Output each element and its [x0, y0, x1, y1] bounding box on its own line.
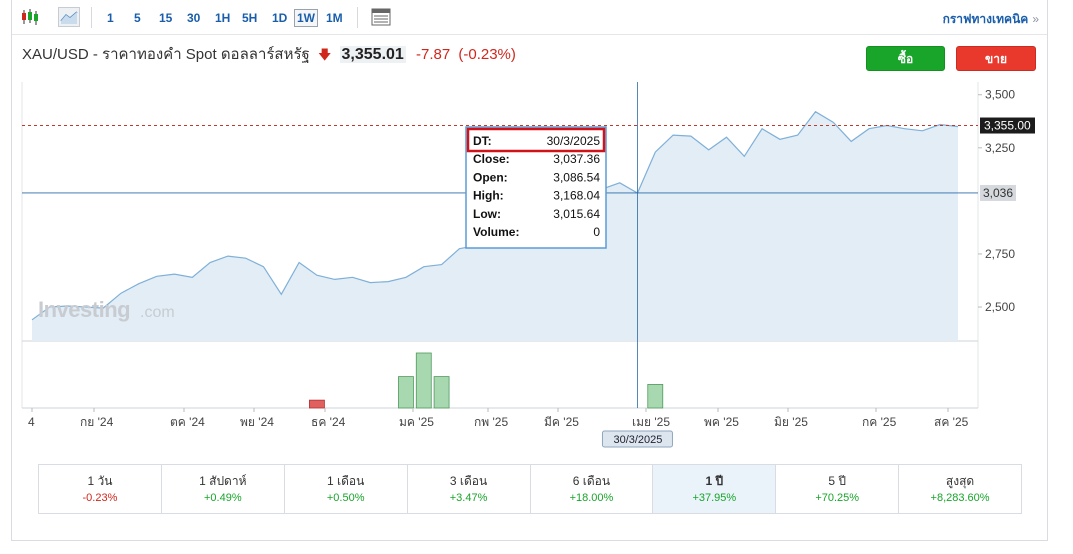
- tooltip-label: DT:: [473, 134, 492, 148]
- performance-period-change: +0.50%: [326, 491, 365, 504]
- performance-period-5[interactable]: 1 ปี +37.95%: [653, 465, 777, 513]
- x-tick-label: มีค '25: [544, 415, 579, 429]
- timeframe-1min[interactable]: 1: [107, 11, 114, 25]
- tooltip-highlight-box: [466, 127, 606, 153]
- performance-period-label: สูงสุด: [945, 473, 975, 488]
- performance-period-4[interactable]: 6 เดือน +18.00%: [531, 465, 654, 513]
- performance-period-change: +3.47%: [449, 491, 488, 504]
- technical-chart-link-label: กราฟทางเทคนิค: [942, 12, 1029, 26]
- performance-period-6[interactable]: 5 ปี +70.25%: [776, 465, 900, 513]
- y-tick-label: 3,250: [985, 141, 1015, 155]
- performance-bar: 1 วัน -0.23% 1 สัปดาห์ +0.49% 1 เดือน +0.50% 3…: [38, 464, 1022, 514]
- timeframe-30min[interactable]: 30: [187, 11, 201, 25]
- performance-period-label: 1 สัปดาห์: [199, 473, 247, 488]
- tooltip-label: Volume:: [473, 225, 519, 239]
- tooltip-value: 3,168.04: [553, 189, 600, 203]
- price-area-fill: [32, 111, 958, 341]
- x-tick-label: เมย '25: [632, 415, 670, 429]
- double-chevron-right-icon: »: [1032, 12, 1039, 26]
- toolbar-divider: [91, 7, 92, 28]
- x-tick-label: ธค '24: [311, 415, 346, 429]
- data-tooltip: [465, 126, 607, 249]
- performance-period-2[interactable]: 1 เดือน +0.50%: [285, 465, 408, 513]
- timeframe-5min[interactable]: 5: [134, 11, 141, 25]
- investing-watermark: Investing: [38, 297, 130, 322]
- performance-period-3[interactable]: 3 เดือน +3.47%: [408, 465, 531, 513]
- volume-bar: [647, 384, 664, 409]
- performance-period-change: +37.95%: [692, 491, 737, 504]
- timeframe-1w[interactable]: 1W: [294, 9, 318, 27]
- x-tick-label: กค '25: [862, 415, 897, 429]
- volume-bar: [309, 399, 325, 409]
- timeframe-5h[interactable]: 5H: [242, 11, 258, 25]
- current-price-tag: [980, 117, 1035, 134]
- performance-period-label: 5 ปี: [828, 473, 846, 488]
- crosshair-price-label: 3,036: [983, 186, 1013, 200]
- y-tick-label: 2,750: [985, 247, 1015, 261]
- performance-period-change: -0.23%: [82, 491, 118, 504]
- timeframe-1h[interactable]: 1H: [215, 11, 231, 25]
- tooltip-label: Open:: [473, 170, 508, 184]
- tooltip-label: Close:: [473, 152, 510, 166]
- chart-widget: 1 5 15 30 1H 5H 1D 1W 1M กราฟทางเทคนิค» …: [11, 0, 1048, 541]
- tooltip-value: 30/3/2025: [547, 134, 601, 148]
- x-tick-label: พค '25: [704, 415, 739, 429]
- tooltip-value: 3,037.36: [553, 152, 600, 166]
- sell-button[interactable]: ขาย: [956, 46, 1036, 71]
- x-tick-label: กย '24: [80, 415, 114, 429]
- performance-period-change: +70.25%: [815, 491, 860, 504]
- x-tick-label: พย '24: [240, 415, 274, 429]
- performance-period-7[interactable]: สูงสุด +8,283.60%: [899, 465, 1021, 513]
- instrument-name: XAU/USD - ราคาทองคำ Spot ดอลลาร์สหรัฐ: [22, 46, 310, 63]
- y-tick-label: 2,500: [985, 300, 1015, 314]
- tooltip-value: 3,086.54: [553, 170, 600, 184]
- performance-period-label: 1 เดือน: [327, 473, 365, 488]
- x-tick-label: สค '25: [934, 415, 969, 429]
- toolbar-divider: [357, 7, 358, 28]
- x-tick-label: มิย '25: [774, 415, 808, 429]
- timeframe-15min[interactable]: 15: [159, 11, 173, 25]
- instrument-header: XAU/USD - ราคาทองคำ Spot ดอลลาร์สหรัฐ 🡇 …: [22, 44, 516, 66]
- x-tick-label: 4: [28, 415, 35, 429]
- crosshair-date-tag: [601, 430, 673, 448]
- x-tick-label: มค '25: [399, 415, 434, 429]
- performance-period-label: 6 เดือน: [572, 473, 611, 488]
- technical-chart-link[interactable]: กราฟทางเทคนิค»: [943, 10, 1039, 29]
- tooltip-value: 3,015.64: [553, 207, 600, 221]
- timeframe-1d[interactable]: 1D: [272, 11, 288, 25]
- chart-toolbar: 1 5 15 30 1H 5H 1D 1W 1M กราฟทางเทคนิค»: [12, 0, 1047, 35]
- performance-period-change: +0.49%: [204, 491, 242, 504]
- price-chart[interactable]: Investing .com 3,500 3,250 2,750 2,500 3,355.0…: [12, 0, 1049, 455]
- arrow-down-icon: 🡇: [317, 47, 332, 62]
- performance-period-change: +8,283.60%: [930, 491, 990, 504]
- performance-period-label: 1 ปี: [705, 473, 724, 488]
- table-view-icon[interactable]: [370, 7, 392, 27]
- volume-bar: [415, 352, 432, 409]
- tooltip-value: 0: [593, 225, 600, 239]
- volume-bar: [433, 376, 450, 409]
- crosshair-date-label: 30/3/2025: [613, 434, 662, 446]
- y-tick-label: 3,500: [985, 88, 1015, 102]
- price-change-percent: (-0.23%): [458, 46, 516, 63]
- buy-button[interactable]: ซื้อ: [866, 46, 945, 71]
- volume-bar: [398, 376, 414, 409]
- last-price: 3,355.01: [339, 46, 406, 63]
- tooltip-label: Low:: [473, 207, 501, 221]
- current-price-label: 3,355.00: [984, 119, 1031, 133]
- performance-period-change: +18.00%: [569, 491, 614, 504]
- crosshair-price-tag: [980, 184, 1016, 201]
- timeframe-1m[interactable]: 1M: [326, 11, 343, 25]
- x-tick-label: กพ '25: [474, 415, 508, 429]
- x-tick-label: ตค '24: [170, 415, 205, 429]
- area-chart-icon[interactable]: [58, 7, 80, 27]
- investing-watermark-suffix: .com: [140, 304, 175, 321]
- performance-period-0[interactable]: 1 วัน -0.23%: [39, 465, 162, 513]
- performance-period-label: 1 วัน: [87, 473, 113, 488]
- performance-period-1[interactable]: 1 สัปดาห์ +0.49%: [162, 465, 285, 513]
- candlestick-chart-icon[interactable]: [20, 7, 42, 27]
- performance-period-label: 3 เดือน: [449, 473, 488, 488]
- tooltip-label: High:: [473, 189, 504, 203]
- price-change: -7.87: [415, 46, 451, 63]
